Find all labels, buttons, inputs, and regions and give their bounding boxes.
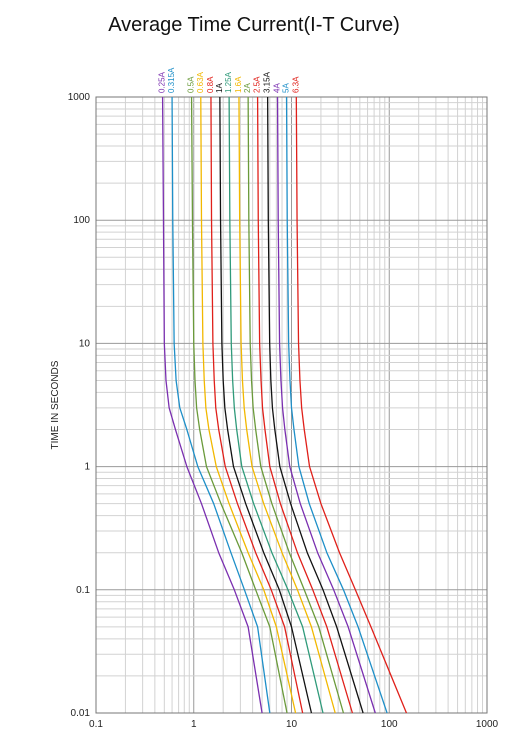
x-axis-ticks: 0.1 1 10 100 1000 [89, 719, 499, 730]
series-line [295, 96, 408, 714]
series-line [247, 96, 345, 714]
series-line [285, 96, 388, 714]
series-line [266, 96, 364, 714]
series-labels: 0.25A 0.315A 0.5A 0.63A 0.8A 1A 1.25A 1.6A 2A 2.5… [158, 67, 301, 93]
y-axis-label: TIME IN SECONDS [50, 360, 61, 449]
series-label: 0.5A [187, 76, 196, 93]
series-label: 1.25A [224, 71, 233, 93]
series-line [161, 96, 263, 714]
series-label: 1.6A [234, 76, 243, 93]
series-label: 1A [215, 83, 224, 93]
y-tick-label: 1000 [68, 92, 91, 103]
series-label: 5A [282, 83, 291, 93]
series-label: 6.3A [291, 76, 300, 93]
series-label: 0.63A [196, 71, 205, 93]
series-line [238, 96, 336, 714]
y-tick-label: 1 [84, 462, 90, 473]
x-tick-label: 0.1 [89, 719, 103, 730]
y-tick-label: 100 [73, 215, 90, 226]
series-label: 0.315A [167, 67, 176, 93]
series-line [276, 96, 376, 714]
series-label: 2.5A [253, 76, 262, 93]
series-line [210, 96, 304, 714]
y-axis-ticks: 1000 100 10 1 0.1 0.01 [68, 92, 91, 719]
plot-area [95, 96, 488, 714]
x-tick-label: 100 [381, 719, 398, 730]
series-lines [161, 96, 408, 714]
y-tick-label: 0.1 [76, 585, 90, 596]
x-tick-label: 1000 [476, 719, 499, 730]
series-line [190, 96, 288, 714]
series-line [256, 96, 354, 714]
x-tick-label: 10 [286, 719, 298, 730]
series-label: 2A [243, 83, 252, 93]
series-line [171, 96, 271, 714]
y-tick-label: 10 [79, 338, 91, 349]
series-line [228, 96, 324, 714]
y-tick-label: 0.01 [71, 708, 91, 719]
x-tick-label: 1 [191, 719, 197, 730]
series-label: 0.25A [158, 71, 167, 93]
series-label: 4A [273, 83, 282, 93]
series-label: 0.8A [206, 76, 215, 93]
chart-title: Average Time Current(I-T Curve) [108, 14, 400, 36]
series-line [200, 96, 297, 714]
series-label: 3.15A [263, 71, 272, 93]
series-line [219, 96, 313, 714]
